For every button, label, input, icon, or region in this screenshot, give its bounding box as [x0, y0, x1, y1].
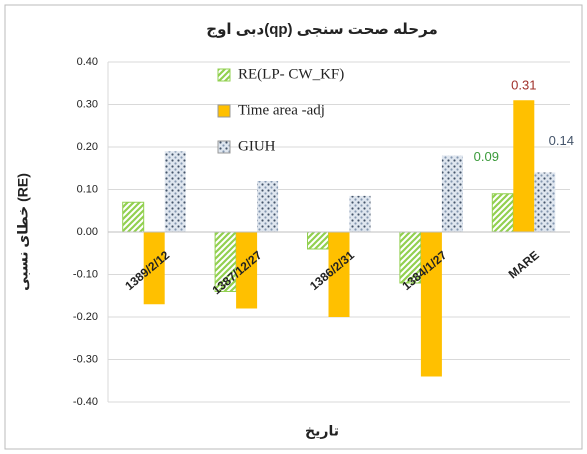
data-label: 0.14 [549, 133, 574, 148]
bar [328, 232, 350, 317]
y-tick-label: 0.10 [77, 183, 98, 195]
y-tick-label: 0.00 [77, 226, 98, 238]
legend-swatch [217, 104, 231, 118]
bar [420, 232, 442, 377]
bar [122, 201, 145, 233]
bar [513, 100, 535, 232]
bar [236, 232, 258, 309]
y-axis-title: خطای نسبی (RE) [15, 173, 31, 291]
y-tick-label: 0.20 [77, 141, 98, 153]
legend-swatch [217, 140, 231, 154]
x-axis-title: تاریخ [305, 423, 339, 440]
y-tick-label: -0.20 [73, 311, 98, 323]
chart-frame [4, 4, 583, 450]
bar [441, 155, 463, 232]
bar [491, 193, 514, 233]
legend-label: GIUH [238, 138, 276, 154]
bar [143, 232, 165, 305]
data-label: 0.31 [511, 78, 536, 93]
bar [349, 195, 371, 232]
bar [164, 151, 186, 232]
y-tick-label: -0.40 [73, 396, 98, 408]
bar [257, 181, 279, 232]
y-tick-label: -0.10 [73, 268, 98, 280]
y-tick-label: -0.30 [73, 353, 98, 365]
legend-label: RE(LP- CW_KF) [238, 66, 344, 82]
y-tick-label: 0.40 [77, 56, 98, 68]
y-tick-label: 0.30 [77, 98, 98, 110]
legend-label: Time area -adj [238, 102, 325, 118]
legend-swatch [217, 68, 231, 82]
bar [307, 231, 329, 250]
chart-title: دبی اوج(qp) مرحله صحت سنجی [206, 21, 437, 38]
data-label: 0.09 [474, 149, 499, 164]
bar [534, 172, 556, 232]
